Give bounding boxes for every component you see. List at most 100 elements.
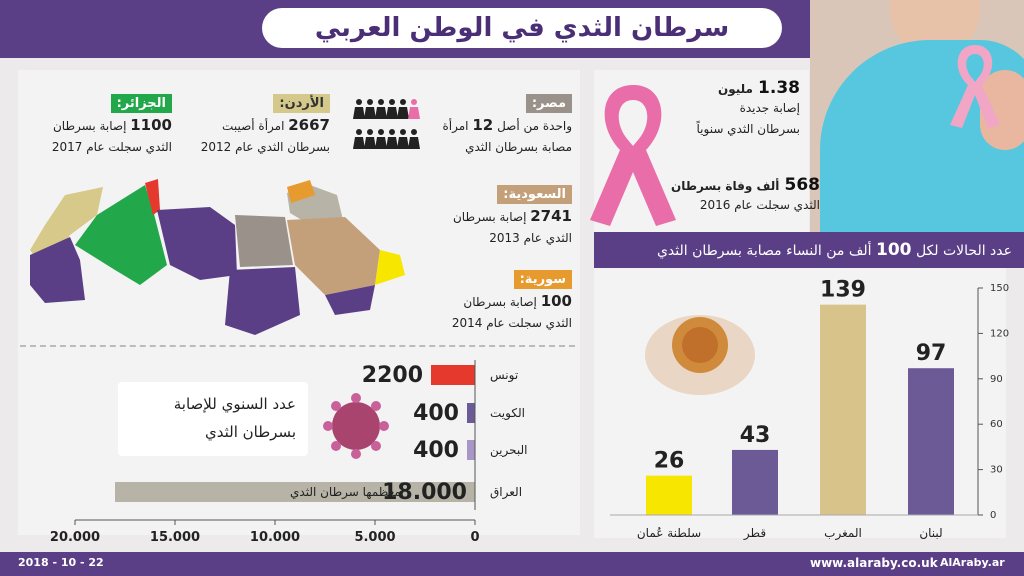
woman-icon-body: [375, 137, 387, 149]
annual-box-line1: عدد السنوي للإصابة: [173, 395, 296, 413]
arab-world-map: [30, 179, 405, 335]
woman-icon-body: [364, 137, 376, 149]
pink-ribbon-icon: [590, 85, 676, 226]
x-tick-label: 0: [470, 530, 479, 545]
deaths-value: 568: [784, 175, 821, 195]
bar: [467, 440, 475, 460]
bar: [908, 368, 954, 515]
y-tick-label: 30: [990, 465, 1003, 476]
rate-title-post: ألف من النساء مصابة بسرطان الثدي: [656, 243, 872, 259]
rate-title-num: 100: [875, 240, 912, 260]
saudi-line2: الثدي عام 2013: [489, 231, 572, 245]
jordan-tag: الأردن:: [273, 94, 330, 113]
egypt-line1-post: امرأة: [442, 119, 469, 133]
egypt-tag: مصر:: [525, 94, 572, 113]
woman-icon-body: [375, 107, 387, 119]
x-tick-label: 5.000: [354, 530, 395, 545]
bar-value-label: 400: [413, 401, 459, 426]
social-handle[interactable]: AlAraby.ar: [940, 556, 1005, 569]
annual-box-line2: بسرطان الثدي: [204, 423, 296, 441]
y-tick-label: 90: [990, 374, 1003, 385]
cancer-cell-icon: [323, 393, 389, 459]
bar-value-label: 26: [654, 449, 685, 474]
map-syria-region: [287, 180, 315, 203]
new-cases-text1: إصابة جديدة: [739, 101, 800, 115]
woman-icon-body: [397, 137, 409, 149]
woman-icon: [411, 129, 417, 135]
pink-ribbon-small-icon: [950, 45, 1000, 128]
algeria-line2: الثدي سجلت عام 2017: [51, 140, 172, 154]
new-cases-unit: مليون: [717, 82, 753, 96]
algeria-num: 1100: [130, 116, 172, 134]
jordan-stat: الأردن: 2667 امرأة أصيبت بسرطان الثدي عا…: [180, 92, 330, 158]
woman-icon: [367, 99, 373, 105]
bar: [646, 475, 692, 515]
saudi-tag: السعودية:: [497, 185, 572, 204]
algeria-tag: الجزائر:: [110, 94, 172, 113]
saudi-stat: السعودية: 2741 إصابة بسرطان الثدي عام 20…: [420, 183, 572, 249]
bar-value-label: 139: [820, 278, 866, 303]
rate-chart-title: عدد الحالات لكل 100 ألف من النساء مصابة …: [594, 232, 1024, 268]
category-label: العراق: [490, 485, 522, 500]
woman-icon-body: [386, 107, 398, 119]
egypt-stat: مصر: واحدة من أصل 12 امرأة مصابة بسرطان …: [410, 92, 572, 158]
deaths-unit: ألف وفاة بسرطان: [671, 179, 780, 193]
syria-num: 100: [540, 292, 572, 310]
bar: [820, 304, 866, 515]
saudi-line1: إصابة بسرطان: [452, 210, 527, 224]
jordan-line2: بسرطان الثدي عام 2012: [200, 140, 330, 154]
woman-icon-body: [386, 137, 398, 149]
woman-photo: [810, 0, 1024, 232]
map-yemen: [325, 285, 375, 315]
global-new-cases: 1.38 مليون إصابة جديدة بسرطان الثدي سنوي…: [660, 78, 801, 140]
map-libya: [157, 207, 237, 280]
map-egypt: [235, 215, 293, 267]
date-label: 2018 - 10 - 22: [18, 556, 104, 569]
algeria-line1: إصابة بسرطان: [52, 119, 127, 133]
woman-icon: [367, 129, 373, 135]
y-tick-label: 60: [990, 419, 1003, 430]
site-link[interactable]: www.alaraby.co.uk: [810, 556, 938, 570]
syria-tag: سورية:: [513, 270, 572, 289]
woman-icon: [411, 99, 417, 105]
saudi-num: 2741: [530, 207, 572, 225]
women-icons: [353, 99, 420, 149]
category-label: البحرين: [490, 443, 527, 458]
woman-icon: [356, 129, 362, 135]
bar-value-label: 2200: [362, 363, 423, 388]
rate-title-pre: عدد الحالات لكل: [915, 243, 1012, 259]
bar: [467, 403, 475, 423]
woman-icon-body: [364, 107, 376, 119]
bar: [431, 365, 475, 385]
y-tick-label: 150: [990, 283, 1009, 294]
x-tick-label: 15.000: [150, 530, 200, 545]
woman-icon: [356, 99, 362, 105]
map-oman: [375, 250, 405, 285]
cancer-cell-image: [645, 315, 755, 395]
syria-stat: سورية: 100 إصابة بسرطان الثدي سجلت عام 2…: [410, 268, 572, 334]
algeria-stat: الجزائر: 1100 إصابة بسرطان الثدي سجلت عا…: [20, 92, 172, 158]
jordan-num: 2667: [288, 116, 330, 134]
left-panel: [18, 70, 580, 535]
global-deaths: 568 ألف وفاة بسرطان الثدي سجلت عام 2016: [650, 175, 820, 216]
map-mauritania: [30, 237, 85, 303]
category-label: المغرب: [824, 526, 862, 541]
category-label: سلطنة عُمان: [637, 526, 701, 540]
bar-value-label: 97: [916, 341, 947, 366]
iraq-note: معظمها سرطان الثدي: [290, 485, 401, 500]
new-cases-value: 1.38: [758, 78, 800, 98]
woman-icon: [378, 99, 384, 105]
x-tick-label: 10.000: [250, 530, 300, 545]
category-label: قطر: [743, 526, 766, 541]
bar-value-label: 400: [413, 438, 459, 463]
syria-line2: الثدي سجلت عام 2014: [451, 316, 572, 330]
category-label: تونس: [490, 368, 518, 383]
new-cases-text2: بسرطان الثدي سنوياً: [696, 122, 801, 136]
bar-value-label: 43: [740, 423, 771, 448]
y-tick-label: 0: [990, 510, 996, 521]
woman-icon-body: [408, 107, 420, 119]
egypt-line1-pre: واحدة من أصل: [497, 119, 572, 133]
egypt-line1-num: 12: [472, 116, 494, 134]
woman-icon-body: [353, 137, 365, 149]
woman-icon: [400, 129, 406, 135]
